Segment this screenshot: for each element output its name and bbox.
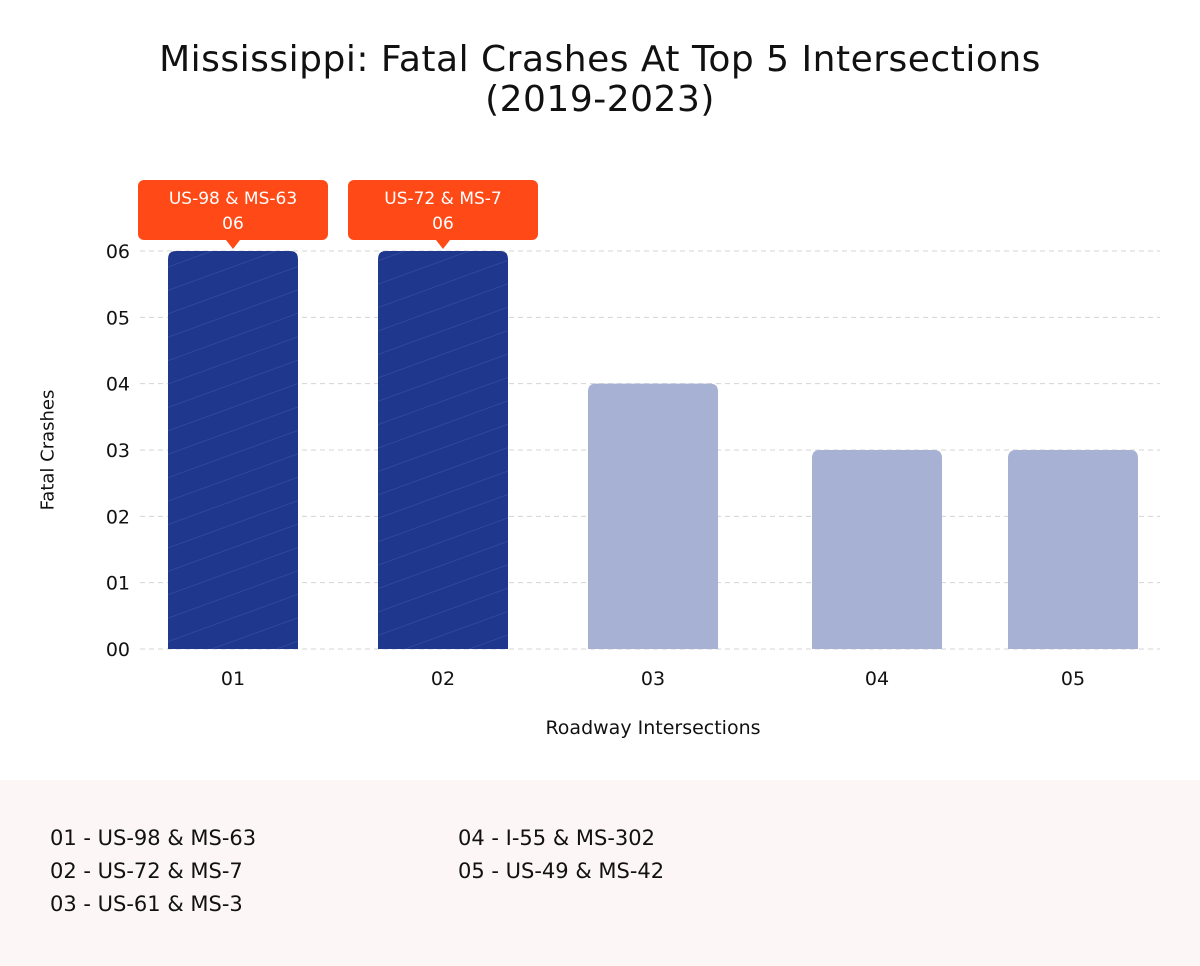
bar-chart: 00 01 02 03 04 05 06 01 02 03 04 05 US-98 & MS-63 06 U…: [106, 180, 1160, 690]
x-tick-label: 05: [1061, 668, 1085, 690]
bar: [1008, 450, 1138, 649]
y-tick-label: 05: [106, 307, 130, 329]
chart-title: Mississippi: Fatal Crashes At Top 5 Inte…: [159, 39, 1041, 120]
bar: [812, 450, 942, 649]
x-tick-label: 01: [221, 668, 245, 690]
callout-box: [138, 180, 328, 240]
y-tick-label: 03: [106, 440, 130, 462]
legend-item: 02 - US-72 & MS-7: [50, 859, 243, 883]
legend-item: 01 - US-98 & MS-63: [50, 826, 257, 850]
y-tick-label: 00: [106, 639, 130, 661]
legend-item: 04 - I-55 & MS-302: [458, 826, 655, 850]
y-tick-label: 04: [106, 374, 130, 396]
x-tick-label: 02: [431, 668, 455, 690]
bar-hatch: [168, 251, 298, 649]
callout-pointer: [226, 240, 240, 249]
y-tick-label: 01: [106, 573, 130, 595]
bar: [588, 383, 718, 649]
x-axis-label: Roadway Intersections: [545, 717, 761, 739]
legend-col-1: 01 - US-98 & MS-63 02 - US-72 & MS-7 03 …: [50, 822, 256, 921]
callout-box: [348, 180, 538, 240]
y-tick-label: 06: [106, 241, 130, 263]
legend-col-2: 04 - I-55 & MS-302 05 - US-49 & MS-42: [458, 822, 664, 888]
x-tick-label: 04: [865, 668, 889, 690]
bar-hatch: [378, 251, 508, 649]
legend-panel: 01 - US-98 & MS-63 02 - US-72 & MS-7 03 …: [0, 780, 1200, 966]
callout-value: 06: [222, 214, 244, 234]
y-tick-label: 02: [106, 506, 130, 528]
callout-label: US-72 & MS-7: [384, 189, 501, 209]
x-tick-label: 03: [641, 668, 665, 690]
callout-value: 06: [432, 214, 454, 234]
callout-label: US-98 & MS-63: [169, 189, 297, 209]
legend-item: 05 - US-49 & MS-42: [458, 859, 665, 883]
legend-item: 03 - US-61 & MS-3: [50, 892, 243, 916]
callout-pointer: [436, 240, 450, 249]
y-axis-label: Fatal Crashes: [37, 389, 59, 511]
